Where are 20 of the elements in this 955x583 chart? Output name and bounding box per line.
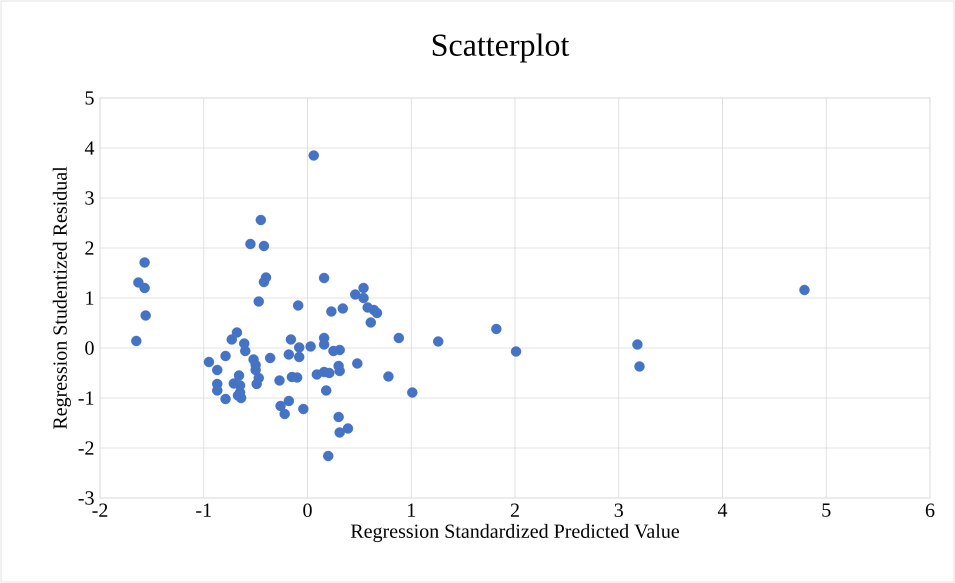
- y-tick-label: 4: [84, 141, 94, 155]
- x-tick-label: 0: [303, 504, 312, 518]
- x-tick-label: 6: [926, 504, 934, 517]
- x-axis-title: Regression Standardized Predicted Value: [350, 524, 680, 542]
- y-tick-label: -2: [78, 441, 94, 455]
- y-tick-label: 1: [86, 291, 94, 305]
- chart-title: Scatterplot: [432, 33, 570, 62]
- x-tick-label: -1: [196, 504, 211, 517]
- x-tick-label: 2: [510, 504, 519, 517]
- x-tick-label: 5: [822, 504, 830, 517]
- x-tick-label: 3: [614, 504, 623, 517]
- y-tick-label: 5: [86, 91, 94, 105]
- y-tick-label: 3: [85, 191, 94, 205]
- y-tick-label: -3: [78, 491, 94, 505]
- x-tick-label: 1: [408, 504, 416, 517]
- x-tick-label: 4: [718, 504, 728, 517]
- y-axis-title: Regression Studentized Residual: [52, 166, 71, 430]
- y-tick-label: 0: [85, 341, 94, 355]
- y-tick-label: 2: [85, 241, 94, 255]
- y-tick-label: -1: [78, 391, 94, 405]
